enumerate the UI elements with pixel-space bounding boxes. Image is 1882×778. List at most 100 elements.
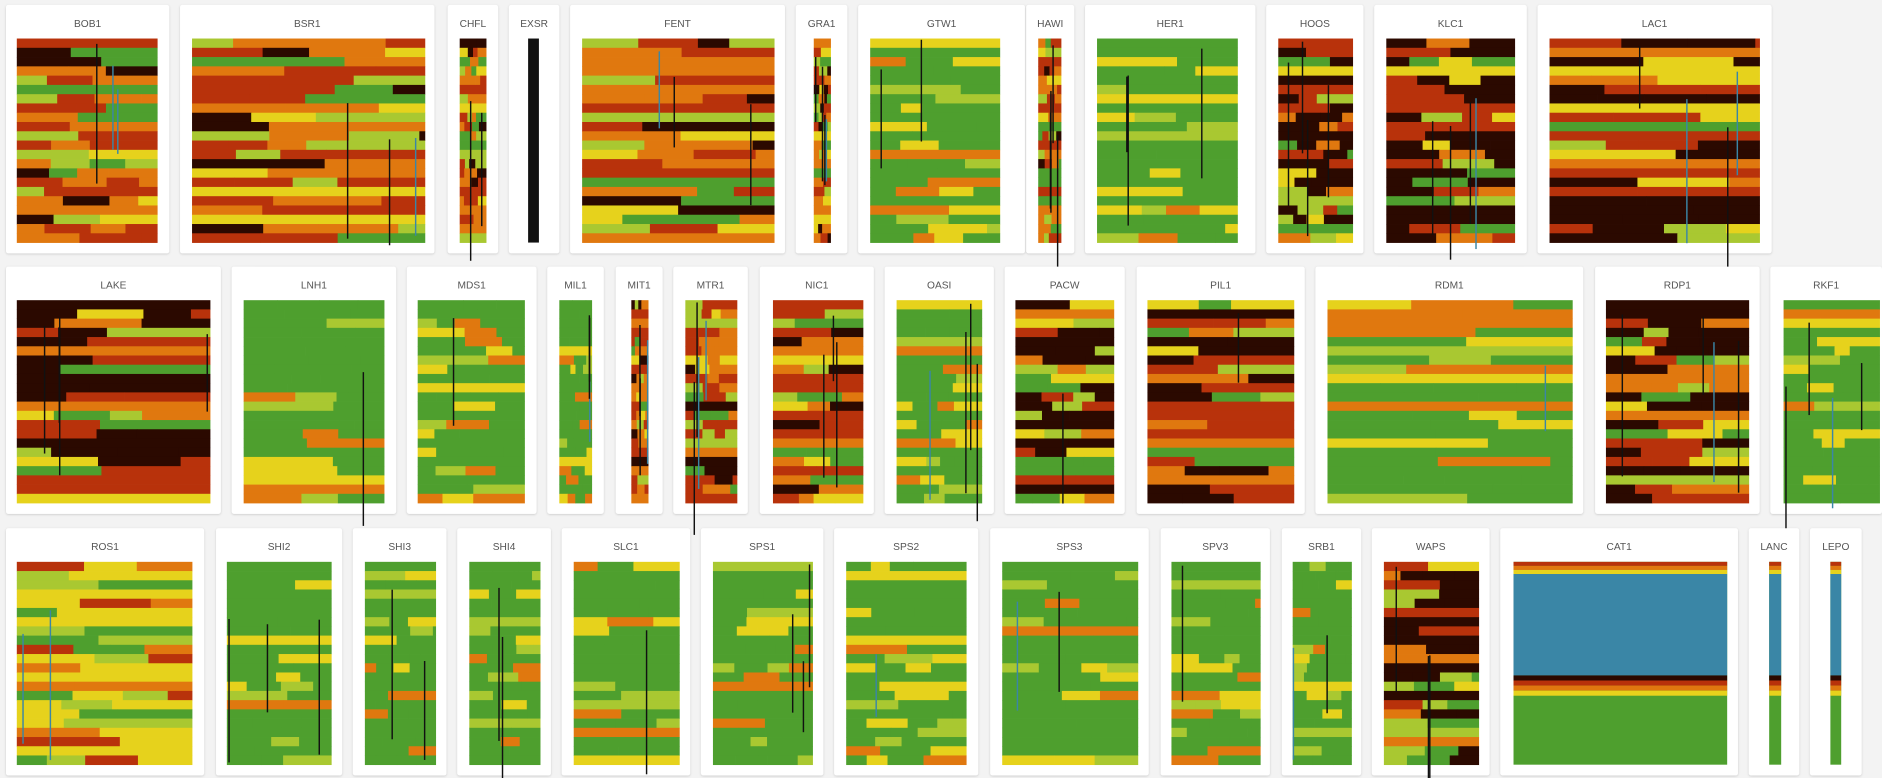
- station-card[interactable]: ROS1: [6, 528, 204, 775]
- heatmap-cell: [1436, 233, 1493, 243]
- heatmap-cell: [1293, 728, 1352, 738]
- heatmap-cell: [870, 205, 949, 215]
- station-card[interactable]: NIC1: [760, 267, 874, 514]
- station-card[interactable]: KLC1: [1374, 5, 1526, 260]
- station-card[interactable]: MIL1: [547, 267, 603, 514]
- station-card[interactable]: SHI3: [353, 528, 447, 775]
- station-card[interactable]: FENT: [570, 5, 785, 253]
- heatmap-cell: [574, 755, 680, 765]
- station-card[interactable]: CAT1: [1500, 528, 1738, 775]
- station-card[interactable]: BSR1: [180, 5, 434, 253]
- heatmap-streak: [1702, 317, 1703, 395]
- heatmap-cell: [251, 113, 316, 123]
- heatmap-cell: [408, 617, 436, 627]
- station-card[interactable]: RKF1: [1770, 267, 1882, 543]
- heatmap-cell: [604, 691, 621, 701]
- heatmap-streak: [1293, 648, 1294, 760]
- heatmap-cell: [1322, 746, 1352, 756]
- heatmap-cell: [765, 728, 783, 738]
- heatmap-cell: [1550, 150, 1676, 160]
- station-card[interactable]: LEPO: [1810, 528, 1862, 775]
- station-card[interactable]: CHFL: [448, 5, 498, 261]
- station-card[interactable]: GRA1: [796, 5, 848, 253]
- heatmap-cell: [824, 187, 831, 197]
- station-card[interactable]: PIL1: [1137, 267, 1305, 514]
- heatmap-cell: [17, 448, 52, 458]
- heatmap-cell: [1641, 392, 1669, 402]
- heatmap-cell: [1327, 402, 1572, 412]
- station-card[interactable]: HAWI: [1026, 5, 1074, 271]
- heatmap-cell: [379, 103, 425, 113]
- heatmap-streak: [1475, 98, 1476, 249]
- station-card[interactable]: MTR1: [673, 267, 747, 535]
- station-card[interactable]: SHI2: [216, 528, 342, 775]
- heatmap-cell: [1221, 700, 1261, 710]
- heatmap-cell: [160, 392, 211, 402]
- heatmap-cell: [559, 429, 574, 439]
- heatmap-cell: [1237, 672, 1260, 682]
- heatmap-cell: [479, 122, 487, 132]
- heatmap-cell: [1301, 131, 1353, 141]
- heatmap-cell: [409, 746, 436, 756]
- heatmap-cell: [454, 402, 496, 412]
- heatmap-image: [244, 300, 385, 526]
- heatmap-cell: [71, 672, 192, 682]
- heatmap-cell: [713, 562, 813, 572]
- heatmap-cell: [469, 691, 493, 701]
- station-card[interactable]: BOB1: [6, 5, 169, 253]
- heatmap-cell: [559, 374, 579, 384]
- station-card[interactable]: MIT1: [616, 267, 663, 514]
- station-card[interactable]: LAKE: [6, 267, 221, 514]
- heatmap-cell: [713, 608, 747, 618]
- station-card[interactable]: RDM1: [1315, 267, 1583, 514]
- heatmap-cell: [1426, 39, 1469, 49]
- heatmap-cell: [69, 571, 105, 581]
- heatmap-cell: [145, 356, 211, 366]
- heatmap-cell: [365, 645, 387, 655]
- heatmap-cell: [897, 383, 932, 393]
- station-card[interactable]: SRB1: [1282, 528, 1361, 775]
- card-label: HER1: [1157, 19, 1185, 30]
- station-card[interactable]: LAC1: [1538, 5, 1772, 283]
- station-card[interactable]: SPV3: [1161, 528, 1270, 775]
- station-card[interactable]: SHI4: [457, 528, 551, 778]
- heatmap-image: [773, 300, 863, 503]
- station-card[interactable]: SPS1: [701, 528, 823, 775]
- station-card[interactable]: HER1: [1085, 5, 1255, 253]
- station-card[interactable]: SLC1: [562, 528, 690, 775]
- heatmap-cell: [814, 103, 821, 113]
- station-card[interactable]: OASI: [885, 267, 994, 522]
- heatmap-cell: [1820, 319, 1880, 329]
- station-card[interactable]: EXSR: [509, 5, 559, 253]
- station-card[interactable]: SPS3: [990, 528, 1148, 775]
- heatmap-cell: [814, 39, 822, 49]
- heatmap-cell: [1255, 599, 1261, 609]
- station-card[interactable]: LANC: [1749, 528, 1799, 775]
- heatmap-cell: [814, 187, 825, 197]
- heatmap-cell: [1648, 319, 1702, 329]
- heatmap-cell: [846, 682, 880, 692]
- station-card[interactable]: GTW1: [858, 5, 1025, 253]
- heatmap-cell: [1278, 187, 1307, 197]
- heatmap-cell: [697, 187, 734, 197]
- station-card[interactable]: RDP1: [1595, 267, 1759, 514]
- heatmap-cell: [1784, 365, 1809, 375]
- heatmap-cell: [17, 411, 54, 421]
- heatmap-cell: [1278, 159, 1329, 169]
- station-card[interactable]: SPS2: [834, 528, 978, 775]
- station-card[interactable]: LNH1: [232, 267, 396, 526]
- heatmap-cell: [1115, 571, 1138, 581]
- heatmap-cell: [227, 626, 291, 636]
- heatmap-streak: [836, 342, 837, 487]
- heatmap-cell: [471, 178, 478, 188]
- heatmap-cell: [574, 709, 622, 719]
- station-card[interactable]: WAPS: [1372, 528, 1490, 778]
- heatmap-cell: [17, 337, 88, 347]
- station-card[interactable]: PACW: [1005, 267, 1125, 514]
- station-card[interactable]: HOOS: [1266, 5, 1363, 253]
- heatmap-streak: [453, 318, 454, 426]
- station-card[interactable]: MDS1: [407, 267, 537, 514]
- card-label: SLC1: [613, 542, 639, 553]
- heatmap-cell: [949, 215, 1001, 225]
- heatmap-cell: [151, 599, 193, 609]
